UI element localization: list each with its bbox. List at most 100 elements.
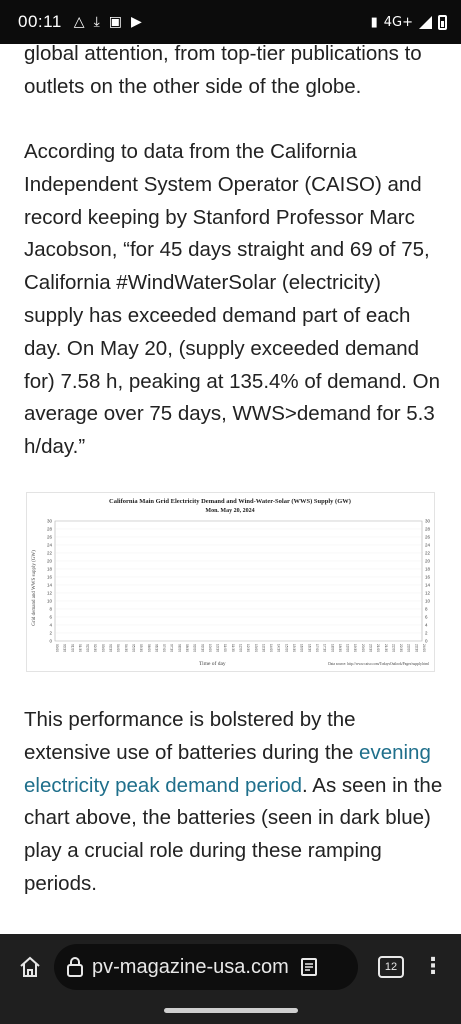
notification-icons: △ ⤓ ▣ ▶ (74, 14, 142, 30)
x-tick-label: 00:30 (63, 644, 67, 652)
x-tick-label: 10:00 (208, 644, 212, 652)
warning-icon: △ (73, 14, 85, 30)
y-tick-label: 30 (47, 519, 53, 524)
y-tick-label: 28 (47, 527, 53, 532)
signal-icon (419, 15, 432, 29)
chart-svg: California Main Grid Electricity Demand … (32, 498, 431, 667)
reader-mode-button[interactable] (294, 952, 324, 982)
x-tick-label: 05:30 (139, 644, 143, 652)
paragraph-top: global attention, from top-tier publicat… (24, 44, 422, 98)
x-tick-label: 01:00 (70, 644, 74, 652)
chart-figure: California Main Grid Electricity Demand … (26, 492, 435, 672)
x-tick-label: 06:00 (147, 644, 151, 652)
y-tick-label-right: 10 (425, 599, 431, 604)
x-tick-label: 18:00 (330, 644, 334, 652)
chart-title: California Main Grid Electricity Demand … (109, 498, 351, 505)
x-tick-label: 15:00 (284, 644, 288, 652)
x-tick-label: 00:00 (55, 644, 59, 652)
x-tick-label: 12:30 (246, 644, 250, 652)
x-tick-label: 03:00 (101, 644, 105, 652)
y-tick-label-right: 16 (425, 575, 431, 580)
y-tick-label: 24 (47, 543, 53, 548)
system-icons: ▮ 4G+ (370, 14, 447, 30)
x-tick-label: 13:30 (261, 644, 265, 652)
battery-icon (438, 14, 447, 30)
x-tick-label: 10:30 (216, 644, 220, 652)
chart-source: Data source: http://www.caiso.com/Todays… (328, 662, 429, 666)
y-tick-label-right: 8 (425, 607, 428, 612)
x-tick-label: 20:30 (368, 644, 372, 652)
y-tick-label-right: 12 (425, 591, 431, 596)
navigation-area (0, 1000, 461, 1024)
y-tick-label: 10 (47, 599, 53, 604)
y-tick-label: 16 (47, 575, 53, 580)
x-tick-label: 02:30 (93, 644, 97, 652)
x-tick-label: 18:30 (338, 644, 342, 652)
y-tick-label-right: 2 (425, 631, 428, 636)
chart-xlabel: Time of day (199, 660, 226, 667)
address-bar[interactable]: pv-magazine-usa.com/2 (54, 944, 358, 990)
x-tick-label: 22:30 (399, 644, 403, 652)
x-tick-label: 13:00 (254, 644, 258, 652)
y-tick-label-right: 18 (425, 567, 431, 572)
x-tick-label: 15:30 (292, 644, 296, 652)
x-tick-label: 17:30 (323, 644, 327, 652)
y-tick-label: 26 (47, 535, 53, 540)
article-content: global attention, from top-tier publicat… (0, 44, 461, 934)
y-tick-label-right: 4 (425, 623, 428, 628)
gesture-handle[interactable] (164, 1008, 298, 1013)
download-icon: ⤓ (93, 14, 100, 30)
x-tick-label: 22:00 (391, 644, 395, 652)
y-tick-label: 22 (47, 551, 53, 556)
x-tick-label: 16:30 (307, 644, 311, 652)
y-tick-label-right: 20 (425, 559, 431, 564)
evening-peak-link[interactable]: evening electricity peak demand period (24, 740, 431, 797)
app-icon: ▶ (131, 14, 142, 30)
y-tick-label: 18 (47, 567, 53, 572)
tab-switcher-button[interactable]: 12 (378, 956, 404, 978)
paragraph-caiso: According to data from the California In… (24, 140, 440, 459)
y-tick-label: 14 (47, 583, 53, 588)
x-tick-label: 23:00 (407, 644, 411, 652)
x-tick-label: 02:00 (86, 644, 90, 652)
home-button[interactable] (6, 943, 54, 991)
y-tick-label: 6 (49, 615, 52, 620)
y-tick-label-right: 6 (425, 615, 428, 620)
x-tick-label: 21:30 (384, 644, 388, 652)
x-tick-label: 11:00 (223, 644, 227, 652)
x-tick-label: 24:00 (422, 644, 426, 652)
x-tick-label: 03:30 (109, 644, 113, 652)
x-tick-label: 19:30 (353, 644, 357, 652)
vibrate-icon: ▮ (370, 14, 378, 30)
reader-icon (301, 958, 317, 976)
y-tick-label: 4 (49, 623, 52, 628)
chart-ylabel: Grid demand and WWS supply (GW) (32, 550, 37, 626)
y-tick-label: 8 (49, 607, 52, 612)
network-label: 4G+ (383, 14, 413, 30)
browser-toolbar: pv-magazine-usa.com/2 12 ⋮ (0, 934, 461, 1000)
paragraph-text-before: This performance is bolstered by the ext… (24, 708, 360, 764)
x-tick-label: 21:00 (376, 644, 380, 652)
image-icon: ▣ (108, 14, 122, 30)
x-tick-label: 05:00 (131, 644, 135, 652)
x-tick-label: 04:00 (116, 644, 120, 652)
more-menu-icon[interactable]: ⋮ (422, 954, 444, 979)
y-tick-label-right: 28 (425, 527, 431, 532)
x-tick-label: 17:00 (315, 644, 319, 652)
y-tick-label-right: 24 (425, 543, 431, 548)
paragraph-text-after: . As seen in the chart above, the batter… (24, 773, 443, 895)
x-tick-label: 08:00 (177, 644, 181, 652)
x-tick-label: 20:00 (361, 644, 365, 652)
y-tick-label-right: 0 (425, 639, 428, 644)
chart-subtitle: Mon. May 20, 2024 (205, 508, 254, 514)
plot-frame (54, 520, 423, 642)
home-icon (20, 956, 40, 977)
x-tick-label: 09:30 (200, 644, 204, 652)
status-bar: 00:11 △ ⤓ ▣ ▶ ▮ 4G+ (0, 0, 461, 44)
y-tick-label: 0 (49, 639, 52, 644)
y-tick-label-right: 14 (425, 583, 431, 588)
x-tick-label: 11:30 (231, 644, 235, 652)
x-tick-label: 14:30 (277, 644, 281, 652)
lock-icon (67, 957, 83, 977)
